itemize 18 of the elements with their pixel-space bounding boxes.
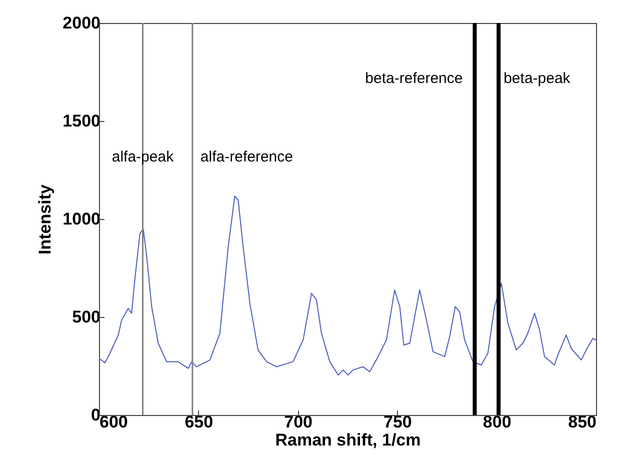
x-tick-label: 850 [568, 412, 596, 432]
x-tick-label: 600 [100, 412, 128, 432]
ref-line-label: alfa-peak [112, 148, 174, 166]
x-axis-title: Raman shift, 1/cm [275, 430, 421, 450]
ref-line-label: beta-reference [365, 70, 463, 87]
y-tick-label: 500 [72, 308, 100, 326]
ref-line-label: alfa-reference [200, 148, 293, 166]
y-tick-label: 2000 [62, 14, 100, 32]
y-tick-label: 1500 [62, 112, 100, 130]
x-tick-label: 750 [384, 412, 412, 432]
y-tick-label: 1000 [62, 210, 100, 228]
x-tick-label: 700 [284, 412, 312, 432]
y-axis-title: Intensity [36, 184, 55, 254]
x-tick-label: 800 [482, 412, 512, 432]
y-tick-label: 0 [91, 406, 100, 424]
line-series [99, 196, 596, 376]
x-tick-label: 650 [184, 412, 214, 432]
ref-line-label: beta-peak [504, 70, 571, 87]
